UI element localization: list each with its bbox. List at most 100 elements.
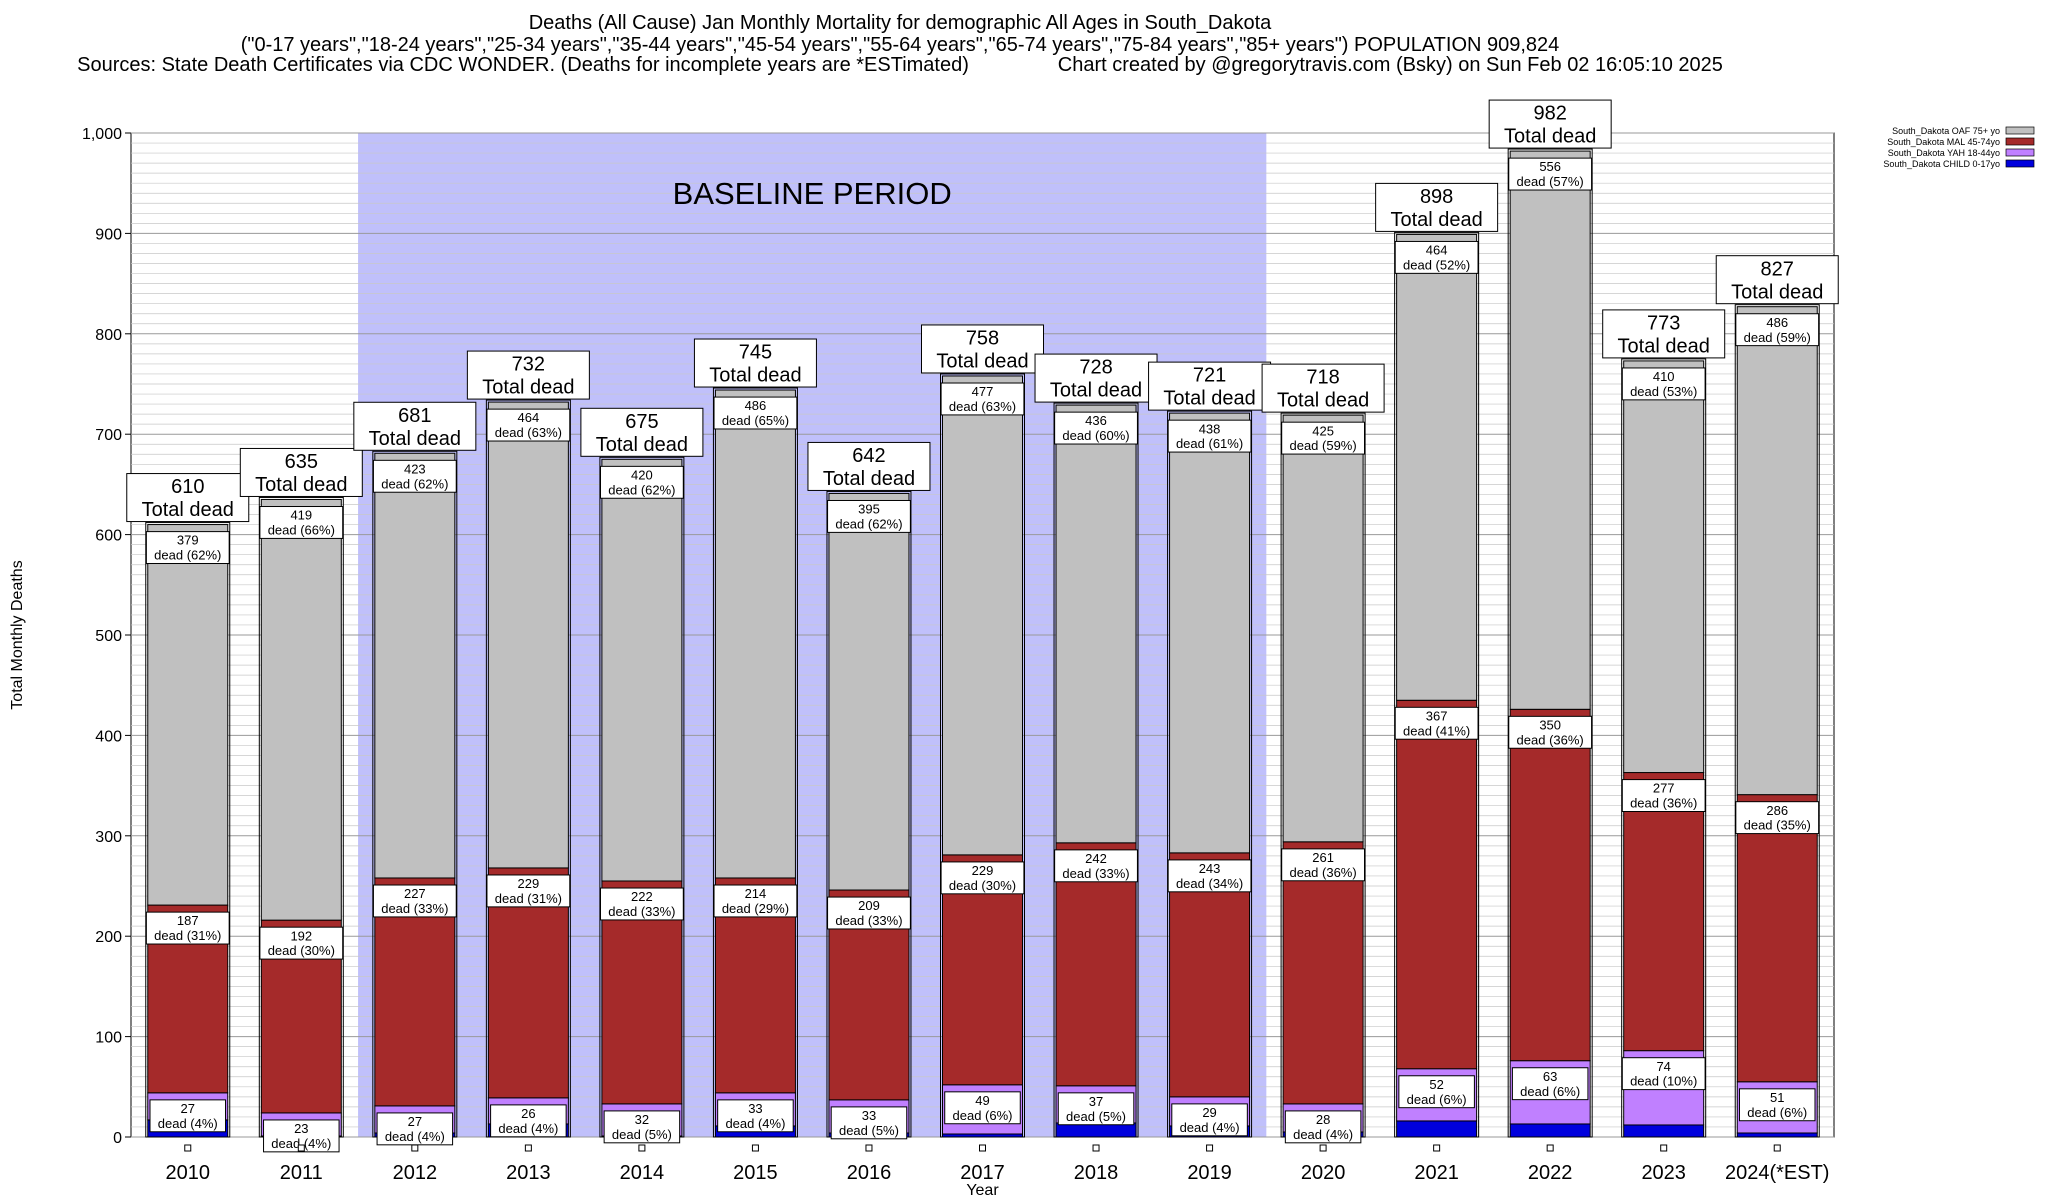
segment-label-mal-box bbox=[1621, 779, 1706, 812]
segment-label-mal-text: dead (33%) bbox=[1062, 866, 1129, 881]
segment-label-yah-text: 28 bbox=[1316, 1112, 1330, 1127]
segment-label-mal-text: dead (34%) bbox=[1176, 876, 1243, 891]
segment-label-oaf-box bbox=[1394, 240, 1479, 274]
total-label-text: 675 bbox=[625, 411, 658, 433]
bar-oaf-2013 bbox=[487, 401, 569, 869]
child-marker bbox=[865, 1144, 873, 1152]
total-label-box bbox=[580, 407, 704, 457]
segment-label-yah-text: 23 bbox=[294, 1121, 308, 1136]
child-marker bbox=[1546, 1144, 1554, 1152]
segment-label-mal-box bbox=[1167, 859, 1252, 893]
bar-mal-2022 bbox=[1509, 708, 1591, 1062]
segment-label-oaf-box bbox=[1054, 411, 1138, 445]
baseline-period-label: BASELINE PERIOD bbox=[673, 176, 952, 211]
bar-oaf-2010 bbox=[147, 524, 229, 906]
child-marker bbox=[184, 1144, 192, 1152]
segment-label-yah-text: dead (4%) bbox=[1293, 1127, 1353, 1142]
x-tick-label: 2011 bbox=[280, 1162, 323, 1184]
child-marker bbox=[979, 1144, 986, 1152]
segment-label-oaf-text: dead (53%) bbox=[1630, 384, 1697, 399]
segment-label-yah-text: 74 bbox=[1656, 1059, 1670, 1074]
segment-label-mal-text: dead (33%) bbox=[835, 913, 902, 928]
segment-label-mal-text: dead (30%) bbox=[268, 943, 335, 958]
child-marker bbox=[1092, 1144, 1100, 1152]
segment-label-mal-text: 222 bbox=[631, 889, 653, 904]
x-tick-label: 2021 bbox=[1414, 1162, 1459, 1184]
x-tick-label: 2016 bbox=[847, 1162, 892, 1184]
segment-label-yah-text: 33 bbox=[748, 1101, 762, 1116]
x-tick-label: 2013 bbox=[506, 1162, 551, 1184]
bar-frame-2022 bbox=[1507, 148, 1593, 1138]
legend-label: South_Dakota YAH 18-44yo bbox=[1888, 148, 2000, 158]
segment-label-mal-text: 243 bbox=[1199, 861, 1221, 876]
segment-label-yah-box bbox=[944, 1091, 1021, 1125]
segment-label-mal-text: dead (33%) bbox=[608, 904, 675, 919]
y-tick-label: 500 bbox=[95, 628, 122, 645]
segment-label-yah-box bbox=[1057, 1092, 1135, 1126]
segment-label-yah-text: dead (4%) bbox=[1180, 1120, 1240, 1135]
segment-label-mal-box bbox=[1394, 706, 1479, 740]
bar-oaf-2021 bbox=[1396, 233, 1478, 701]
segment-label-yah-text: dead (4%) bbox=[385, 1129, 445, 1144]
total-label-text: 732 bbox=[512, 354, 545, 376]
segment-label-oaf-text: dead (63%) bbox=[949, 399, 1016, 414]
segment-label-oaf-text: dead (62%) bbox=[154, 548, 221, 563]
bar-mal-2024(*EST) bbox=[1736, 794, 1818, 1083]
segment-label-oaf-text: dead (62%) bbox=[608, 482, 675, 497]
segment-label-yah-box bbox=[830, 1106, 908, 1140]
segment-label-mal-text: dead (29%) bbox=[722, 901, 789, 916]
total-label-box bbox=[126, 473, 250, 523]
segment-label-mal-box bbox=[259, 926, 344, 960]
segment-label-mal-text: 227 bbox=[404, 886, 426, 901]
child-marker bbox=[411, 1144, 419, 1152]
bar-oaf-2020 bbox=[1282, 414, 1364, 843]
y-tick-label: 300 bbox=[95, 829, 122, 846]
segment-label-mal-box bbox=[486, 874, 571, 908]
bar-frame-2015 bbox=[712, 387, 798, 1138]
x-axis-label: Year bbox=[966, 1182, 999, 1199]
segment-label-yah-box bbox=[717, 1099, 794, 1133]
y-axis-label: Total Monthly Deaths bbox=[9, 560, 26, 709]
total-label-text: 610 bbox=[171, 476, 204, 498]
segment-label-mal-text: dead (30%) bbox=[949, 878, 1016, 893]
segment-label-mal-text: dead (36%) bbox=[1517, 732, 1584, 747]
segment-label-oaf-box bbox=[827, 499, 911, 533]
total-label-text: Total dead bbox=[1050, 380, 1142, 402]
segment-label-oaf-text: 425 bbox=[1312, 423, 1334, 438]
segment-label-mal-box bbox=[713, 884, 798, 918]
segment-label-oaf-text: dead (59%) bbox=[1744, 330, 1811, 345]
segment-label-oaf-text: dead (52%) bbox=[1403, 257, 1470, 272]
segment-label-oaf-text: 464 bbox=[518, 410, 540, 425]
child-marker bbox=[638, 1144, 646, 1152]
bar-oaf-2012 bbox=[374, 452, 456, 879]
segment-label-yah-text: 51 bbox=[1770, 1090, 1784, 1105]
child-marker bbox=[751, 1144, 759, 1152]
segment-label-yah-text: 32 bbox=[635, 1112, 649, 1127]
total-label-box bbox=[1375, 182, 1499, 232]
bar-frame-2017 bbox=[940, 373, 1025, 1138]
segment-label-mal-text: 367 bbox=[1426, 708, 1448, 723]
segment-label-oaf-text: 410 bbox=[1653, 369, 1675, 384]
segment-label-yah-text: dead (6%) bbox=[1747, 1105, 1807, 1120]
bar-mal-2023 bbox=[1623, 772, 1705, 1052]
